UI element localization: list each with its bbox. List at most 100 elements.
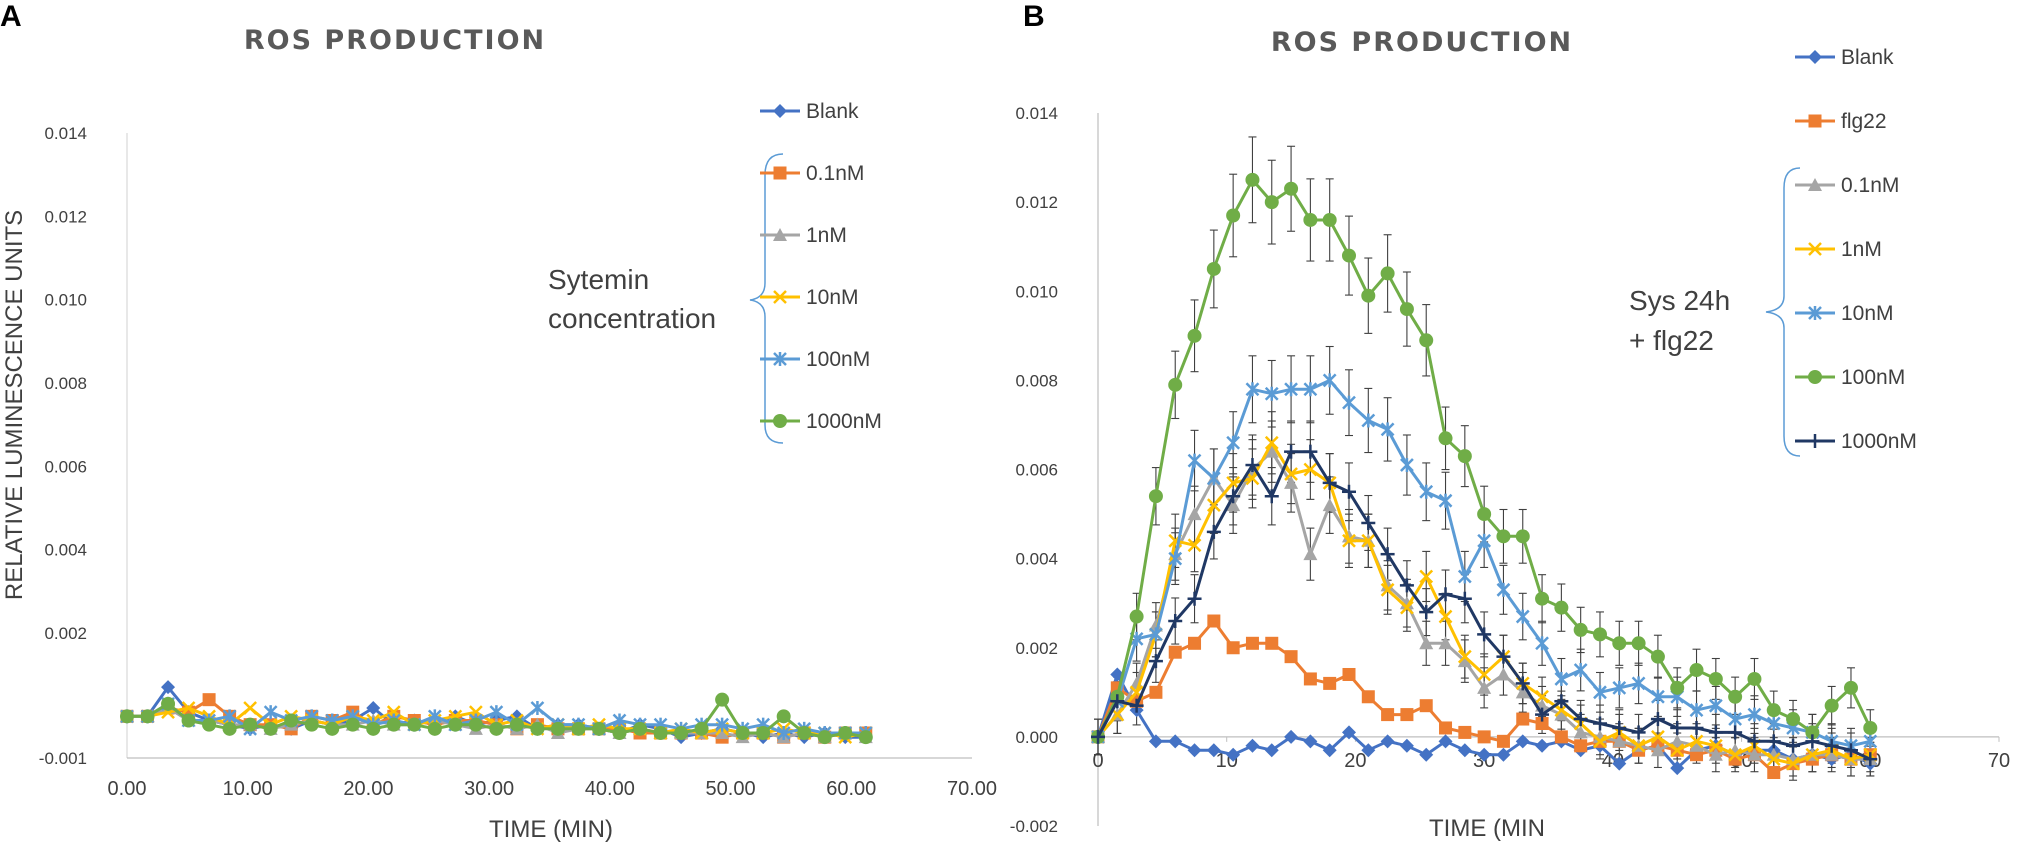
panel-b-series-1000nm-point [1708, 725, 1723, 740]
panel-a-series-1000nm-point [797, 726, 812, 740]
panel-b-series-flg22-point [1535, 717, 1549, 731]
panel-b-series-10nm-point [1573, 663, 1588, 678]
panel-b-series-10nm-point [1187, 453, 1202, 468]
panel-a-title: ROS PRODUCTION [244, 25, 546, 56]
panel-a-y-tick-label: 0.002 [44, 624, 87, 643]
panel-b-series-1000nm-point [1689, 720, 1704, 735]
panel-b-series-1nm-point [1206, 498, 1221, 513]
panel-b-series-100nm-point [1129, 609, 1144, 624]
panel-a-legend-marker [773, 414, 787, 428]
panel-a-legend-entry: Blank [760, 100, 859, 123]
panel-b-series-flg22-point [1303, 672, 1317, 686]
panel-b-series-1nm-point [1187, 538, 1202, 553]
panel-b-series-1nm-point [1786, 756, 1800, 771]
panel-a-series-1000nm-point [161, 696, 176, 711]
panel-b-series-100nm-point [1824, 698, 1839, 713]
panel-b-series-0-1nm-point [1477, 680, 1492, 694]
panel-a-legend-label: 1000nM [806, 410, 882, 433]
panel-a-y-tick-label: 0.012 [44, 207, 87, 226]
panel-b-series-100nm-point [1515, 529, 1530, 544]
panel-b-series-1000nm-point [1631, 725, 1646, 740]
panel-a-x-tick-label: 60.00 [826, 778, 876, 800]
panel-b-series-100nm-point [1728, 689, 1743, 704]
panel-b-series-0-1nm-point [1419, 636, 1434, 650]
panel-b-series-flg22-point [1554, 730, 1568, 744]
panel-b-series-10nm-point [1400, 458, 1414, 473]
panel-b-series-0-1nm-point [1670, 734, 1685, 748]
panel-b-series-10nm-point [1206, 471, 1221, 486]
panel-b-series-100nm-point [1168, 377, 1183, 392]
panel-b-series-0-1nm-point [1284, 475, 1299, 489]
panel-b-series-100nm-point [1438, 431, 1453, 446]
panel-b-series-1nm-point [1400, 600, 1414, 615]
panel-a-series-1000nm-point [304, 717, 319, 732]
panel-b-series-blank-point [1245, 738, 1260, 753]
panel-a-series-1000nm-point [633, 721, 648, 736]
panel-b-chart: ROS PRODUCTION TIME (MIN Sys 24h + flg22… [1010, 27, 2010, 842]
panel-b-series-1nm-point [1264, 435, 1279, 450]
panel-b-series-10nm-point [1496, 582, 1511, 597]
panel-b-legend-label: 10nM [1841, 302, 1894, 325]
panel-b-series-blank-point [1670, 761, 1685, 776]
panel-a-series-1000nm-point [776, 709, 791, 724]
panel-b-series-100nm-point [1457, 449, 1472, 464]
panel-b-series-1000nm-point [1264, 489, 1279, 504]
panel-a-series-1000nm-point [735, 726, 750, 740]
panel-a-series-1000nm-point [756, 726, 771, 740]
panel-a-series-1000nm-point [120, 709, 134, 724]
panel-a-x-tick-label: 40.00 [585, 778, 635, 800]
panel-b-series-1000nm-point [1824, 738, 1839, 753]
panel-b-y-tick-label: 0.004 [1015, 550, 1058, 569]
panel-b-series-100nm-point [1187, 328, 1202, 343]
panel-b-legend-marker [1808, 178, 1822, 191]
panel-b-series-10nm-point [1264, 386, 1279, 401]
panel-b-series-flg22-point [1400, 708, 1414, 722]
panel-b-series-flg22-point [1265, 636, 1279, 650]
panel-b-series-1000nm-point [1535, 707, 1550, 722]
panel-a-legend-label: Blank [806, 100, 859, 123]
panel-b-series-1nm-point [1438, 609, 1453, 624]
panel-b-series-1nm-point [1361, 533, 1376, 548]
panel-a-x-tick-label: 70.00 [947, 778, 997, 800]
panel-a-legend-marker [773, 166, 787, 180]
panel-b-y-tick-label: -0.002 [1010, 817, 1058, 836]
panel-b-series-1000nm-point [1786, 738, 1801, 753]
panel-a-legend-marker [773, 290, 787, 304]
panel-a-series-1000nm-point [243, 717, 258, 732]
panel-b-series-10nm-point [1303, 382, 1318, 397]
panel-a-series-1000nm-point [838, 726, 853, 740]
panel-a-series-1000nm-point [550, 721, 565, 736]
panel-b-annotation-line-1: Sys 24h [1629, 285, 1730, 316]
panel-a-series-100nm-point [489, 705, 504, 720]
panel-b-series-flg22-point [1245, 636, 1259, 650]
panel-b-legend-marker [1808, 434, 1822, 448]
panel-b-legend-label: Blank [1841, 46, 1894, 69]
panel-a-legend-label: 1nM [806, 224, 847, 247]
panel-b-x-tick-label: 70 [1988, 750, 2010, 772]
panel-a-series-1000nm-point [509, 717, 524, 732]
panel-b-series-1000nm-point [1592, 716, 1607, 731]
panel-b-series-1nm-point [1728, 747, 1743, 762]
panel-b-series-1nm-point [1535, 689, 1549, 704]
panel-b-series-100nm-point [1477, 507, 1492, 522]
panel-b-series-100nm-point [1554, 600, 1569, 615]
panel-b-legend-marker [1808, 242, 1822, 256]
panel-b-series-10nm-point [1284, 382, 1298, 397]
panel-a-series-1000nm-point [858, 730, 873, 745]
panel-b-series-1nm-point [1708, 738, 1723, 753]
panel-a-y-axis-label: RELATIVE LUMINESCENCE UNITS [1, 210, 28, 600]
panel-b-series-blank-point [1187, 743, 1202, 758]
panel-b-series-blank-point [1322, 743, 1337, 758]
panel-b-series-1000nm-point [1361, 515, 1376, 530]
panel-b-series-10nm-point [1380, 422, 1395, 437]
panel-b-y-tick-label: 0.006 [1015, 461, 1058, 480]
panel-b-series-100nm-point [1592, 627, 1607, 642]
panel-b-series-0-1nm-point [1554, 707, 1569, 721]
panel-a-series-100nm-point [776, 726, 791, 740]
panel-a-legend-label: 0.1nM [806, 162, 864, 185]
panel-b-y-tick-label: 0.010 [1015, 282, 1058, 301]
panel-a-series-1000nm-point [222, 721, 237, 736]
panel-a-series-1000nm-point [653, 726, 668, 740]
panel-b-series-1nm-point [1689, 734, 1704, 749]
